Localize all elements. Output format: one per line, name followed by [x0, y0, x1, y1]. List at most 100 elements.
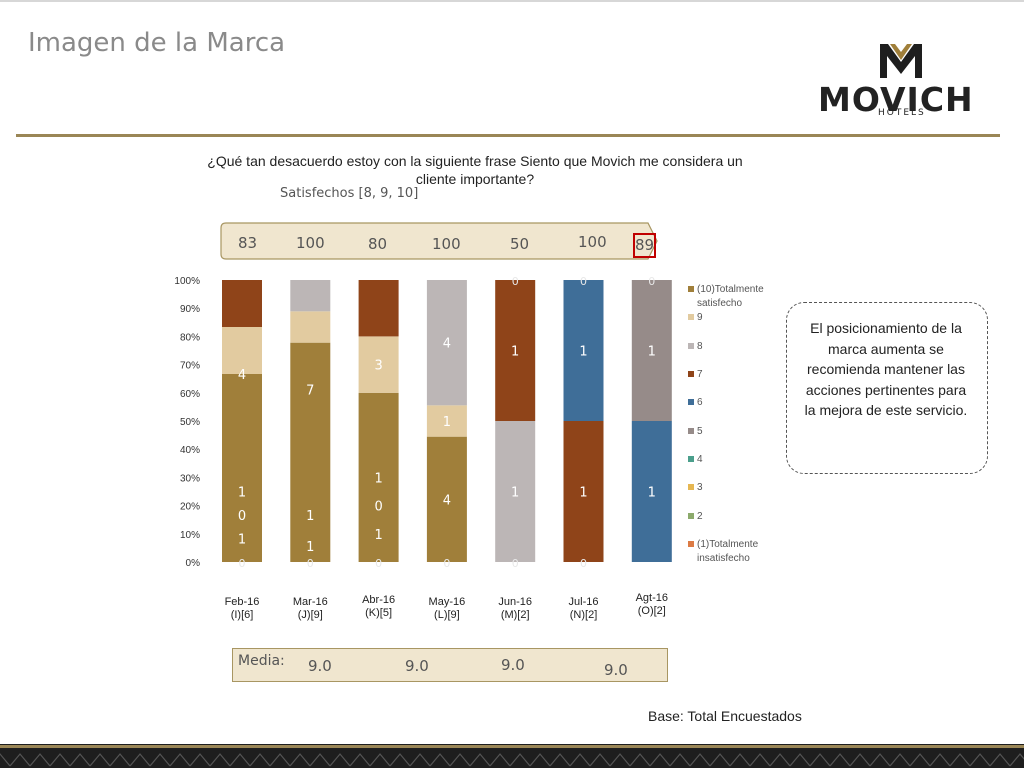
- media-label: Media:: [238, 653, 285, 669]
- data-label: 1: [511, 345, 519, 360]
- bar-segment: [290, 311, 331, 343]
- legend-swatch: [688, 428, 694, 434]
- legend-swatch: [688, 484, 694, 490]
- data-label: 4: [443, 337, 451, 352]
- bar-segment: [631, 421, 672, 562]
- x-tick-line: Jun-16: [498, 596, 532, 608]
- legend-label: 8: [697, 341, 703, 352]
- data-label: 0: [648, 275, 655, 288]
- x-tick-line: (L)[9]: [434, 609, 460, 621]
- y-tick-label: 30%: [180, 473, 200, 484]
- x-tick-label: Feb-16 (I)[6]: [212, 596, 272, 622]
- note-text: El posicionamiento de la marca aumenta s…: [804, 320, 968, 418]
- data-label: 0: [443, 557, 450, 570]
- x-tick-label: Jul-16 (N)[2]: [554, 596, 614, 622]
- data-label: 7: [306, 384, 314, 399]
- data-label: 0: [512, 557, 519, 570]
- satisfechos-value: 100: [432, 235, 461, 253]
- data-label: 0: [580, 275, 587, 288]
- x-tick-line: Feb-16: [224, 596, 260, 608]
- media-value: 9.0: [604, 661, 628, 679]
- bars: [222, 280, 672, 562]
- satisfechos-value: 89: [635, 236, 655, 254]
- slide-title: Imagen de la Marca: [28, 28, 286, 58]
- bar-segment: [563, 421, 604, 562]
- data-labels: 4 1 0 1 0 7 1 1 0 3 1 0 1 0 4 1 4 0 0 1 1 0 0 1 1 0 0 1 1: [238, 275, 656, 570]
- y-tick-label: 80%: [180, 332, 200, 343]
- data-label: 0: [374, 500, 382, 515]
- data-label: 4: [443, 493, 451, 508]
- y-tick-label: 50%: [180, 417, 200, 428]
- footer-rule: [0, 745, 1024, 748]
- legend-label: 6: [697, 397, 703, 408]
- data-label: 1: [306, 540, 314, 555]
- bar-segment: [495, 421, 536, 562]
- logo-brand: MOVICH: [818, 80, 974, 119]
- media-value: 9.0: [308, 657, 332, 675]
- x-tick-line: (N)[2]: [569, 609, 598, 621]
- satisfechos-value: 100: [296, 234, 325, 252]
- data-label: 1: [648, 486, 656, 501]
- legend-label: 2: [697, 511, 703, 522]
- legend: (10)Totalmente satisfecho 9 8 7 6 5 4 3 2 (1)Total…: [688, 284, 764, 564]
- bar-segment: [631, 280, 672, 421]
- y-tick-label: 0%: [186, 558, 201, 569]
- legend-label: 4: [697, 454, 703, 465]
- data-label: 0: [512, 275, 519, 288]
- x-tick-line: (K)[5]: [365, 607, 393, 619]
- bar-segment: [426, 436, 467, 562]
- legend-label: satisfecho: [697, 298, 742, 309]
- x-tick-label: Jun-16 (M)[2]: [485, 596, 545, 622]
- data-label: 0: [238, 509, 246, 524]
- y-tick-label: 70%: [180, 361, 200, 372]
- media-banner: [232, 648, 668, 682]
- legend-swatch: [688, 343, 694, 349]
- x-tick-line: (O)[2]: [637, 605, 666, 617]
- bar-segment: [358, 280, 399, 337]
- top-border: [0, 0, 1024, 2]
- bar-segment: [222, 374, 262, 562]
- satisfechos-value: 80: [368, 235, 388, 253]
- x-tick-label: Abr-16 (K)[5]: [349, 594, 409, 620]
- data-label: 1: [374, 471, 382, 486]
- x-tick-line: Jul-16: [568, 596, 599, 608]
- legend-swatch: [688, 314, 694, 320]
- bar-segment: [426, 280, 467, 406]
- legend-swatch: [688, 541, 694, 547]
- data-label: 1: [306, 509, 314, 524]
- legend-swatch: [688, 399, 694, 405]
- bar-segment: [290, 280, 331, 312]
- data-label: 1: [374, 528, 382, 543]
- legend-label: 5: [697, 426, 703, 437]
- legend-swatch: [688, 513, 694, 519]
- x-tick-line: (M)[2]: [500, 609, 530, 621]
- bar-segment: [563, 280, 604, 421]
- media-value: 9.0: [501, 656, 525, 674]
- bar-segment: [495, 280, 536, 421]
- x-tick-line: Mar-16: [292, 596, 328, 608]
- y-tick-label: 20%: [180, 502, 200, 513]
- data-label: 3: [374, 359, 382, 374]
- y-tick-label: 60%: [180, 389, 200, 400]
- note-box: [786, 302, 988, 474]
- legend-label: 3: [697, 482, 703, 493]
- y-axis: 0% 10% 20% 30% 40% 50% 60% 70% 80% 90% 100%: [174, 276, 200, 569]
- data-label: 4: [238, 368, 246, 383]
- y-tick-label: 90%: [180, 304, 200, 315]
- legend-swatch: [688, 456, 694, 462]
- satisfechos-value: 100: [578, 233, 607, 251]
- data-label: 1: [579, 345, 587, 360]
- header-rule: [16, 134, 1000, 137]
- data-label: 0: [307, 557, 314, 570]
- legend-label: 9: [697, 312, 703, 323]
- media-value: 9.0: [405, 657, 429, 675]
- x-tick-line: (I)[6]: [230, 609, 254, 621]
- bar-segment: [222, 280, 262, 327]
- satisfechos-value: 83: [238, 234, 258, 252]
- data-label: 1: [648, 345, 656, 360]
- data-label: 1: [579, 486, 587, 501]
- legend-swatch: [688, 371, 694, 377]
- logo-sub: HOTELS: [878, 108, 926, 118]
- bar-segment: [222, 327, 262, 374]
- data-label: 1: [511, 486, 519, 501]
